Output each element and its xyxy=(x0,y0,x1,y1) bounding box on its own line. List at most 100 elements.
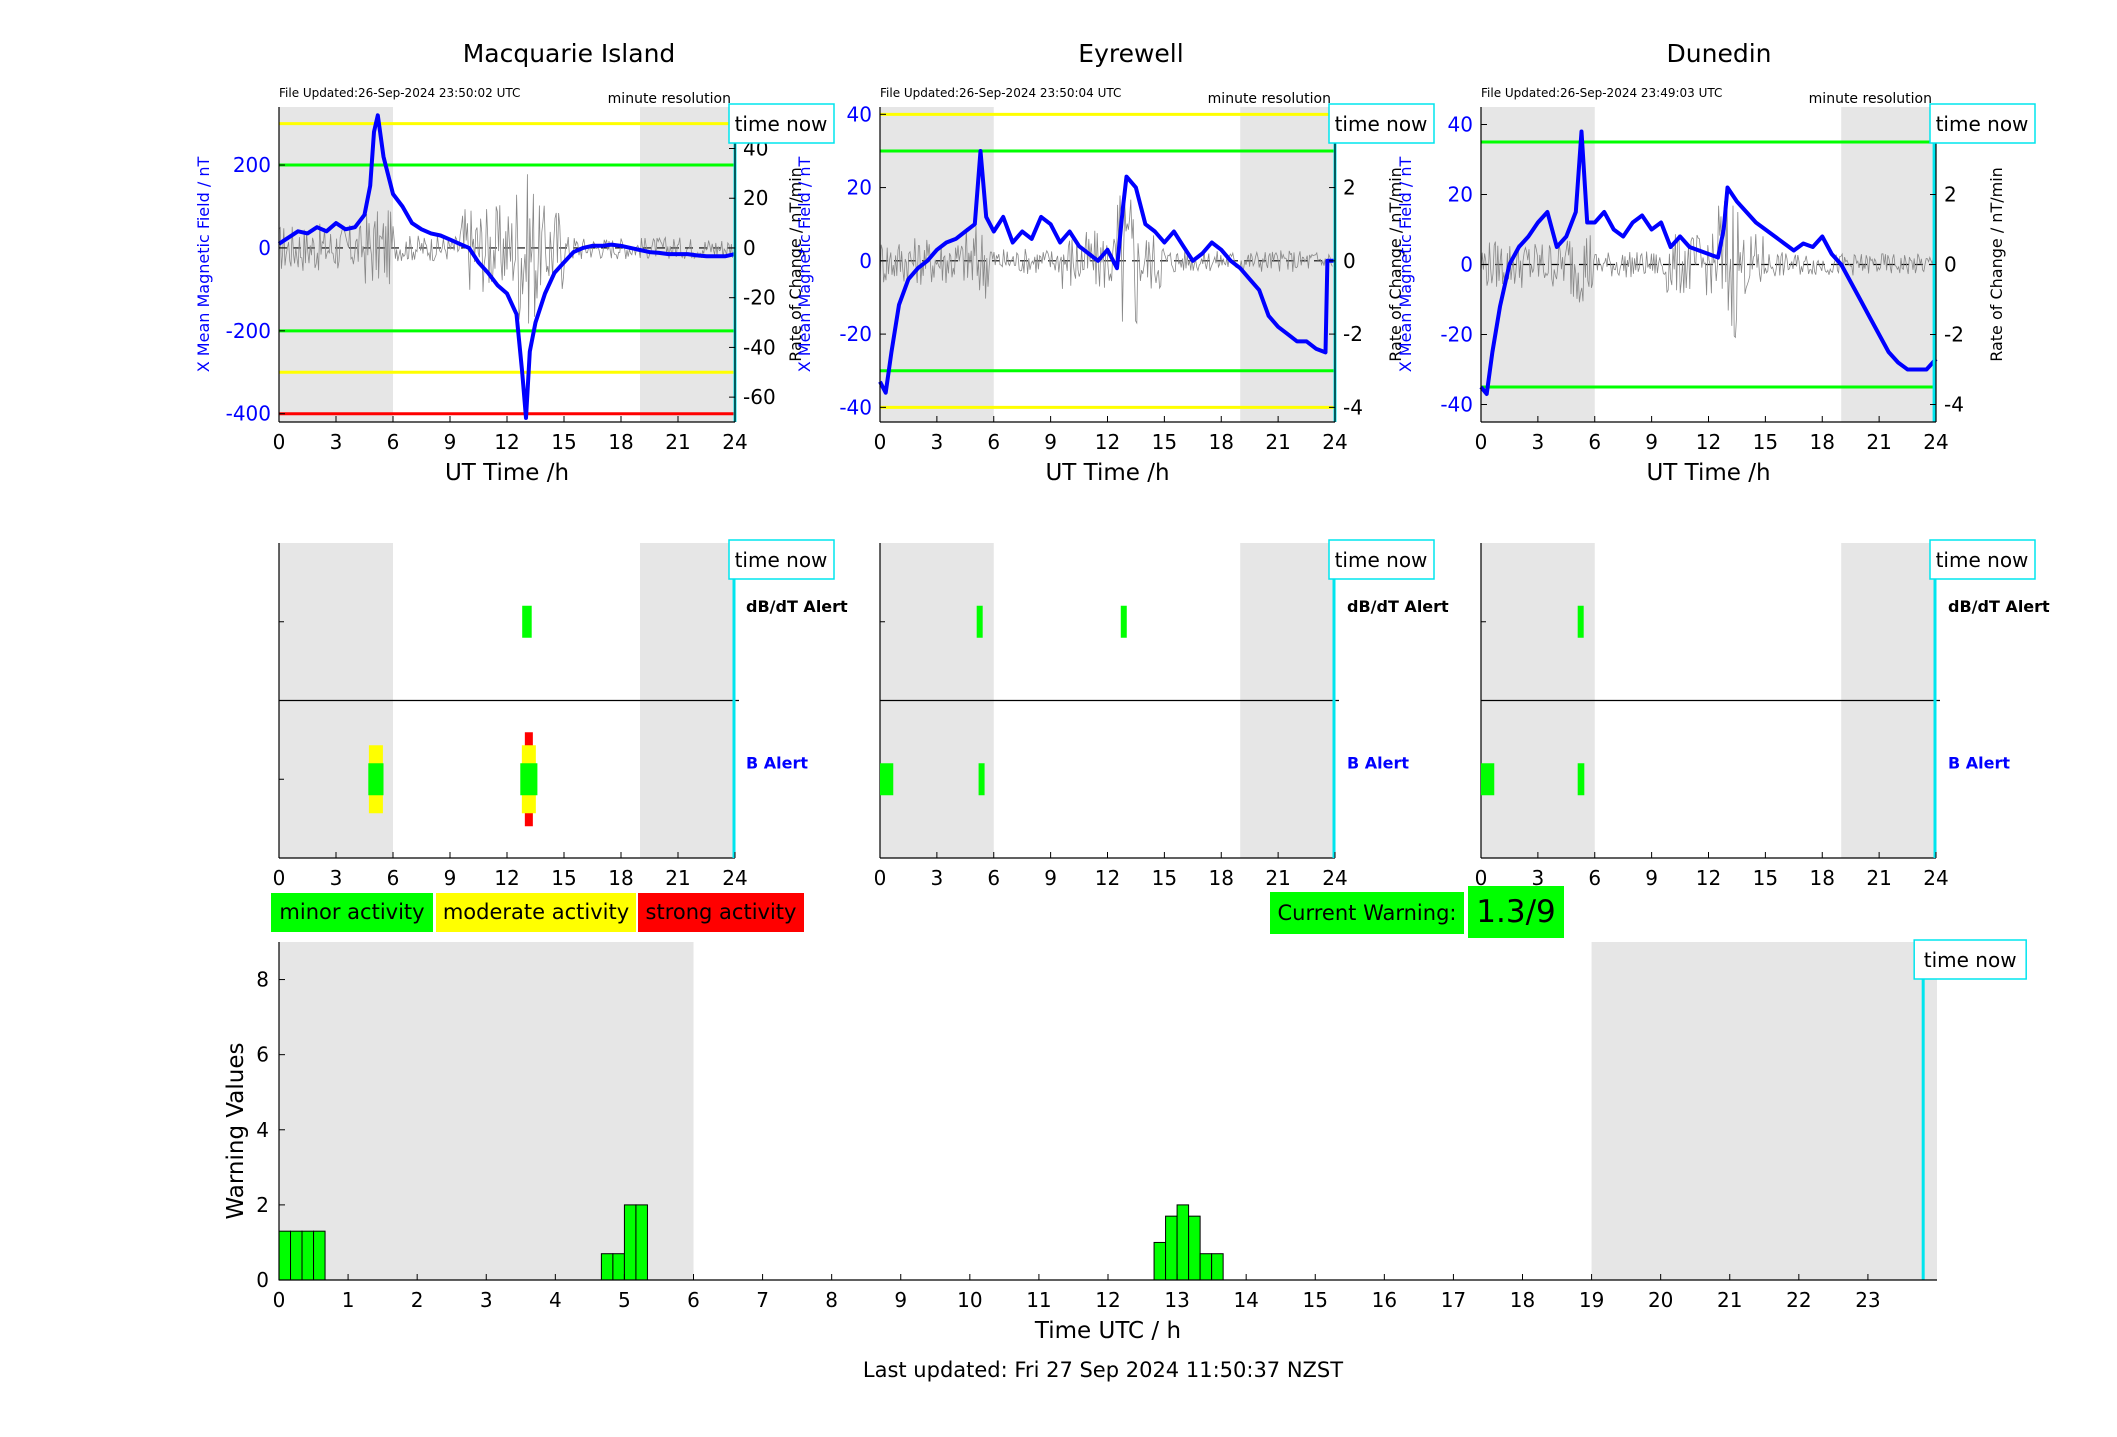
x-tick-label: 3 xyxy=(480,1288,493,1312)
x-tick-label: 24 xyxy=(1322,430,1347,454)
warning-bar xyxy=(1165,1215,1178,1281)
dbdt-alert-block xyxy=(976,605,983,638)
x-tick-label: 24 xyxy=(1923,430,1948,454)
right-tick-label: 0 xyxy=(1343,249,1356,273)
x-tick-label: 6 xyxy=(687,1288,700,1312)
x-tick-label: 23 xyxy=(1855,1288,1880,1312)
right-tick-label: -4 xyxy=(1944,393,1964,417)
last-updated-text: Last updated: Fri 27 Sep 2024 11:50:37 N… xyxy=(863,1358,1343,1382)
x-tick-label: 12 xyxy=(494,866,519,890)
right-tick-label: -2 xyxy=(1343,322,1363,346)
warning-bar xyxy=(1188,1215,1201,1281)
left-tick-label: 0 xyxy=(258,236,271,260)
x-tick-label: 24 xyxy=(1322,866,1347,890)
x-tick-label: 12 xyxy=(1696,430,1721,454)
y-axis-label-left: X Mean Magnetic Field / nT xyxy=(795,157,814,373)
left-tick-label: 40 xyxy=(1448,113,1473,137)
x-tick-label: 10 xyxy=(957,1288,982,1312)
legend-minor-label: minor activity xyxy=(279,900,424,924)
legend-strong-box xyxy=(638,893,804,932)
file-updated-text: File Updated:26-Sep-2024 23:50:04 UTC xyxy=(880,86,1121,100)
x-tick-label: 9 xyxy=(444,866,457,890)
dbdt-alert-block xyxy=(1577,605,1584,638)
warning-bar xyxy=(1211,1253,1224,1281)
time-now-label: time now xyxy=(1936,112,2029,136)
right-tick-label: -20 xyxy=(743,286,776,310)
b-alert-label: B Alert xyxy=(746,753,808,772)
time-now-label: time now xyxy=(735,112,828,136)
x-tick-label: 18 xyxy=(1209,430,1234,454)
time-now-label: time now xyxy=(735,548,828,572)
left-tick-label: -20 xyxy=(839,322,872,346)
b-alert-block xyxy=(520,763,538,796)
right-tick-label: 0 xyxy=(743,236,756,260)
x-tick-label: 24 xyxy=(722,430,747,454)
x-tick-label: 0 xyxy=(273,430,286,454)
x-tick-label: 24 xyxy=(722,866,747,890)
y-axis-label-right: Rate of Change / nT/min xyxy=(1386,167,1405,362)
file-updated-text: File Updated:26-Sep-2024 23:50:02 UTC xyxy=(279,86,520,100)
left-tick-label: -40 xyxy=(839,395,872,419)
left-tick-label: -400 xyxy=(226,402,271,426)
y-tick-label: 4 xyxy=(256,1118,269,1142)
warning-bar xyxy=(612,1253,625,1281)
x-tick-label: 3 xyxy=(931,430,944,454)
x-tick-label: 18 xyxy=(608,430,633,454)
right-tick-label: 2 xyxy=(1343,176,1356,200)
x-tick-label: 3 xyxy=(931,866,944,890)
b-alert-label: B Alert xyxy=(1347,753,1409,772)
b-alert-block xyxy=(978,763,985,796)
dbdt-alert-label: dB/dT Alert xyxy=(1347,597,1449,616)
alert-panel-2: 0 3 6 9 12 15 18 21 24 dB/dT Alert B Alert time now xyxy=(1475,539,2050,890)
x-mean-field-line xyxy=(277,113,736,420)
x-tick-label: 0 xyxy=(1475,430,1488,454)
rate-of-change-trace xyxy=(1480,199,1934,339)
x-tick-label: 0 xyxy=(874,866,887,890)
x-tick-label: 3 xyxy=(1532,866,1545,890)
right-tick-label: -2 xyxy=(1944,323,1964,347)
right-tick-label: -40 xyxy=(743,335,776,359)
x-tick-label: 18 xyxy=(608,866,633,890)
resolution-text: minute resolution xyxy=(1208,91,1331,107)
resolution-text: minute resolution xyxy=(1809,91,1932,107)
x-tick-label: 21 xyxy=(1265,430,1290,454)
alert-panel-0: 0 3 6 9 12 15 18 21 24 dB/dT Alert B Alert time now xyxy=(273,539,848,890)
x-tick-label: 9 xyxy=(444,430,457,454)
x-tick-label: 12 xyxy=(1095,866,1120,890)
x-tick-label: 12 xyxy=(494,430,519,454)
b-alert-label: B Alert xyxy=(1948,753,2010,772)
x-tick-label: 8 xyxy=(825,1288,838,1312)
time-now-box xyxy=(1929,539,2036,580)
y-tick-label: 6 xyxy=(256,1043,269,1067)
x-tick-label: 2 xyxy=(411,1288,424,1312)
x-tick-label: 15 xyxy=(551,430,576,454)
dbdt-alert-label: dB/dT Alert xyxy=(746,597,848,616)
x-tick-label: 18 xyxy=(1810,866,1835,890)
x-tick-label: 6 xyxy=(387,866,400,890)
x-mean-field-line xyxy=(878,149,1335,395)
x-axis-label: UT Time /h xyxy=(1646,460,1770,486)
time-now-box xyxy=(1328,103,1435,144)
x-tick-label: 0 xyxy=(1475,866,1488,890)
y-axis-label-right: Rate of Change / nT/min xyxy=(786,167,805,362)
x-tick-label: 17 xyxy=(1441,1288,1466,1312)
night-shade xyxy=(640,107,735,422)
left-tick-label: 20 xyxy=(1448,183,1473,207)
x-axis-label: UT Time /h xyxy=(445,460,569,486)
warning-bar xyxy=(313,1230,326,1281)
x-tick-label: 0 xyxy=(874,430,887,454)
x-tick-label: 22 xyxy=(1786,1288,1811,1312)
station-title-macquarie: Macquarie Island xyxy=(463,39,676,68)
x-tick-label: 18 xyxy=(1209,866,1234,890)
x-tick-label: 21 xyxy=(665,430,690,454)
x-tick-label: 19 xyxy=(1579,1288,1604,1312)
y-axis-label: Warning Values xyxy=(223,1042,249,1219)
legend-strong-label: strong activity xyxy=(646,900,797,924)
station-title-eyrewell: Eyrewell xyxy=(1078,39,1183,68)
x-tick-label: 6 xyxy=(1588,430,1601,454)
left-tick-label: 0 xyxy=(1460,253,1473,277)
y-axis-label-left: X Mean Magnetic Field / nT xyxy=(1396,157,1415,373)
